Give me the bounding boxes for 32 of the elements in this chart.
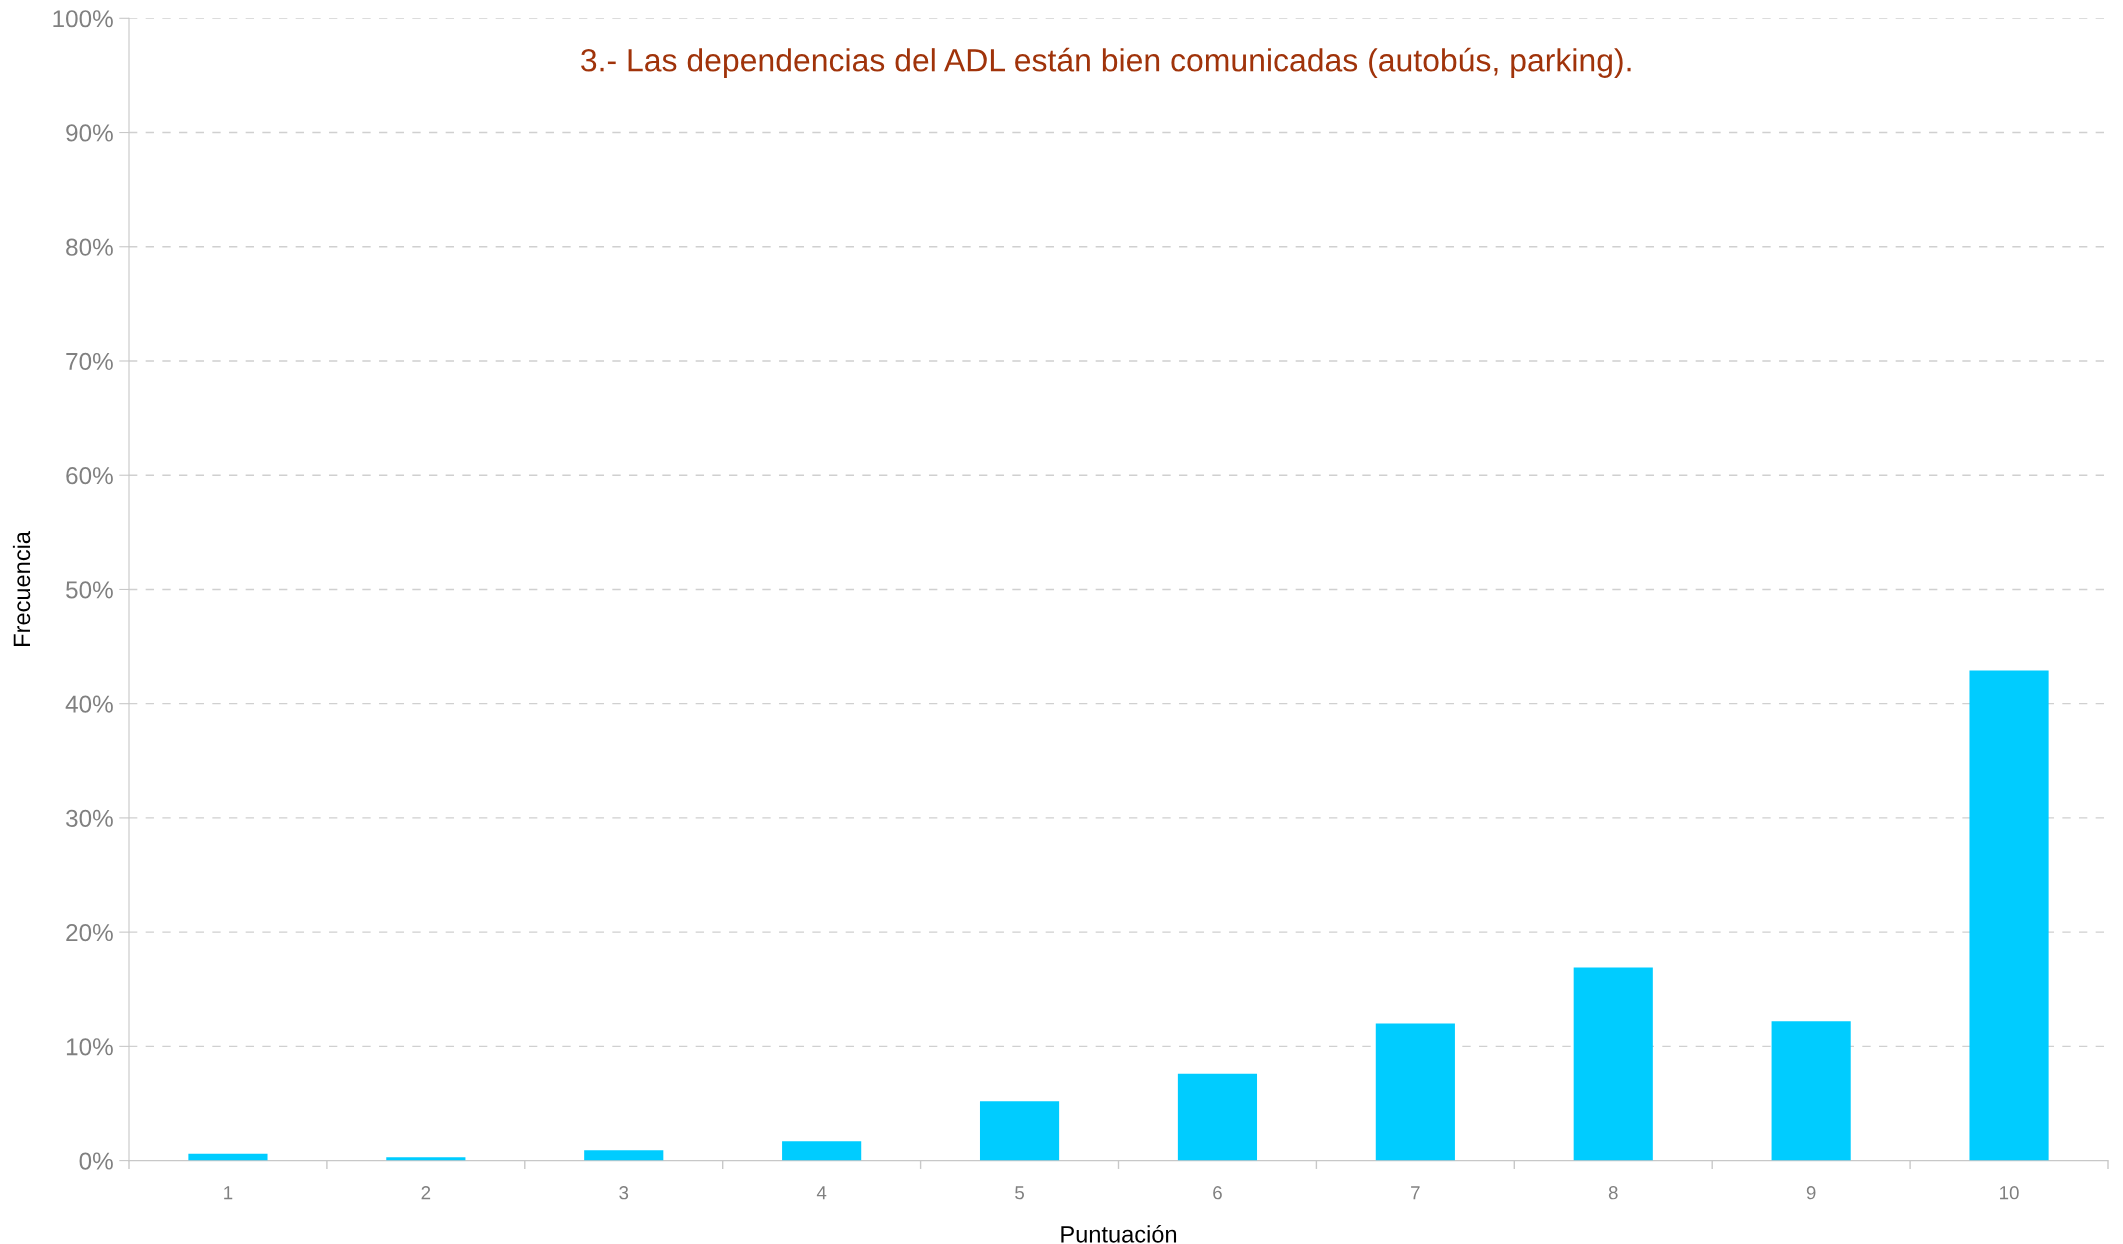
bar xyxy=(782,1141,862,1161)
bar xyxy=(584,1150,664,1161)
x-tick-label: 7 xyxy=(1411,1186,1420,1200)
y-tick-label: 50% xyxy=(66,581,113,599)
y-tick-label: 90% xyxy=(66,124,113,142)
x-axis-title: Puntuación xyxy=(1061,1225,1177,1243)
text: 3.- Las dependencias del ADL están bien comunicadas (autobús, parking). xyxy=(581,47,1631,78)
y-tick-label: 100% xyxy=(53,10,113,28)
y-axis-title: Frecuencia xyxy=(12,531,31,646)
bar xyxy=(1969,670,2049,1161)
bar xyxy=(1177,1073,1258,1161)
x-tick-label: 6 xyxy=(1213,1186,1222,1200)
x-tick-label: 9 xyxy=(1806,1186,1816,1200)
x-tick-label: 1 xyxy=(224,1186,233,1200)
x-tick-label: 2 xyxy=(421,1186,431,1200)
y-tick-label: 70% xyxy=(66,352,113,371)
x-tick-label: 4 xyxy=(816,1186,827,1200)
x-tick-label: 5 xyxy=(1015,1186,1024,1200)
bar xyxy=(1771,1021,1851,1161)
y-tick-label: 30% xyxy=(66,809,113,827)
x-tick-label: 3 xyxy=(619,1186,629,1200)
y-tick-label: 80% xyxy=(66,238,113,256)
x-tick-label: 10 xyxy=(2000,1186,2019,1200)
bar xyxy=(979,1101,1060,1161)
bar xyxy=(1375,1023,1455,1161)
x-tick-label: 8 xyxy=(1608,1186,1618,1200)
y-tick-label: 20% xyxy=(66,923,113,942)
bar xyxy=(1573,967,1653,1161)
y-tick-label: 60% xyxy=(66,467,113,485)
y-tick-label: 10% xyxy=(66,1038,113,1056)
y-tick-label: 0% xyxy=(79,1152,113,1170)
y-tick-label: 40% xyxy=(65,695,113,713)
